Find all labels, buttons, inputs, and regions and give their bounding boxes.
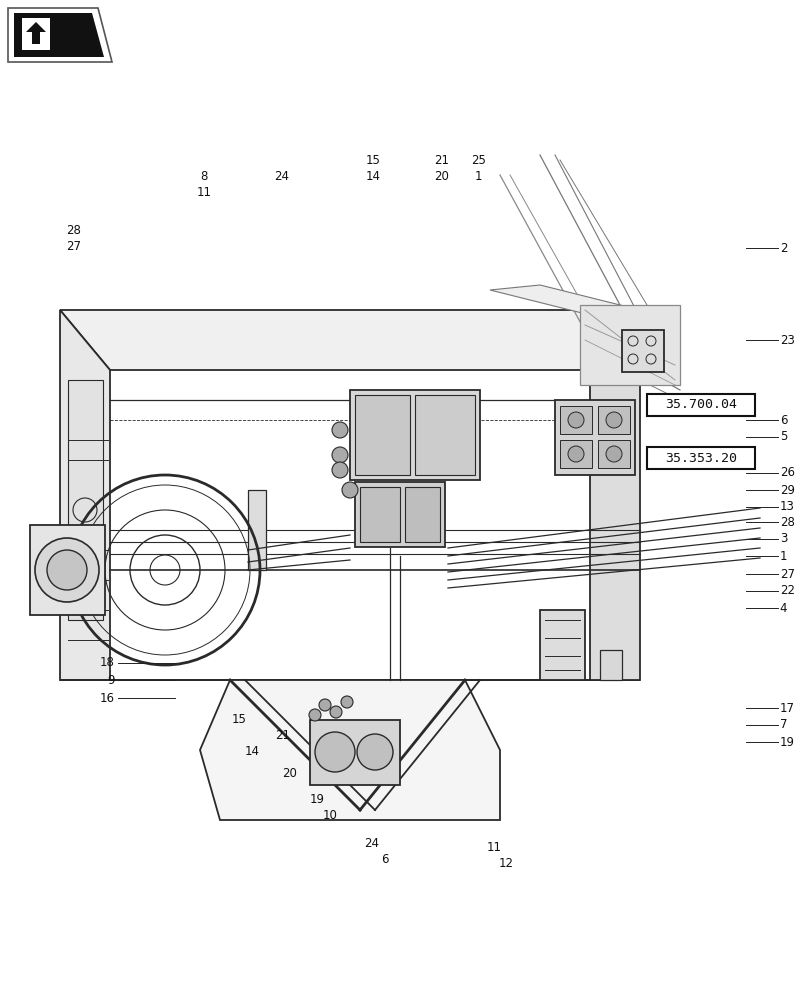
Text: 15: 15	[232, 713, 246, 726]
Bar	[560, 406, 592, 434]
Circle shape	[342, 482, 358, 498]
Text: 25: 25	[471, 154, 486, 167]
Text: 35.700.04: 35.700.04	[665, 398, 738, 412]
Text: 28: 28	[780, 516, 794, 528]
Text: 13: 13	[780, 500, 794, 514]
Polygon shape	[14, 13, 104, 57]
Text: 21: 21	[434, 154, 448, 167]
Text: 12: 12	[499, 857, 514, 870]
Circle shape	[35, 538, 99, 602]
Circle shape	[332, 462, 348, 478]
Circle shape	[309, 709, 321, 721]
Text: 27: 27	[66, 239, 82, 252]
Text: 2: 2	[780, 241, 787, 254]
Text: 18: 18	[100, 656, 115, 670]
Text: 19: 19	[780, 736, 795, 748]
Text: 27: 27	[780, 568, 795, 580]
Circle shape	[47, 550, 87, 590]
Bar	[310, 720, 400, 785]
Polygon shape	[490, 285, 640, 315]
Bar	[555, 400, 635, 475]
Text: 26: 26	[780, 466, 795, 480]
Text: 1: 1	[474, 170, 482, 183]
Circle shape	[606, 412, 622, 428]
Bar	[647, 394, 755, 416]
Bar	[415, 395, 475, 475]
Bar	[350, 390, 480, 480]
Text: 11: 11	[197, 186, 212, 199]
Text: 23: 23	[780, 334, 794, 347]
Text: 20: 20	[434, 170, 448, 183]
Text: 8: 8	[200, 170, 208, 183]
Circle shape	[568, 446, 584, 462]
Circle shape	[568, 412, 584, 428]
Bar	[405, 487, 440, 542]
Bar	[600, 650, 622, 680]
Text: 14: 14	[366, 170, 381, 183]
Text: 7: 7	[780, 718, 787, 732]
Bar	[598, 440, 630, 468]
Bar	[622, 330, 664, 372]
Circle shape	[332, 447, 348, 463]
Polygon shape	[60, 310, 640, 370]
Text: 10: 10	[322, 809, 337, 822]
Polygon shape	[200, 680, 500, 820]
Circle shape	[319, 699, 331, 711]
Bar	[540, 610, 585, 680]
Text: 3: 3	[780, 532, 787, 546]
Circle shape	[315, 732, 355, 772]
Text: 19: 19	[309, 793, 324, 806]
Circle shape	[330, 706, 342, 718]
Circle shape	[606, 446, 622, 462]
Bar	[355, 482, 445, 547]
Bar	[647, 447, 755, 469]
Text: 35.353.20: 35.353.20	[665, 452, 738, 464]
Circle shape	[357, 734, 393, 770]
Polygon shape	[26, 22, 46, 44]
Text: 28: 28	[66, 224, 81, 236]
Text: 6: 6	[381, 853, 389, 866]
Text: 22: 22	[780, 584, 795, 597]
Bar	[30, 525, 105, 615]
Bar	[360, 487, 400, 542]
Text: 1: 1	[780, 550, 787, 562]
Text: 20: 20	[282, 767, 297, 780]
Bar	[248, 490, 266, 570]
Text: 14: 14	[245, 745, 259, 758]
Bar	[22, 18, 50, 50]
Text: 6: 6	[780, 414, 787, 426]
Text: 17: 17	[780, 702, 795, 714]
Text: 9: 9	[107, 674, 115, 686]
Bar	[68, 380, 103, 620]
Text: 11: 11	[486, 841, 501, 854]
Bar	[355, 395, 410, 475]
Text: 5: 5	[780, 430, 787, 444]
Polygon shape	[60, 310, 110, 680]
Text: 16: 16	[99, 692, 115, 704]
Text: 15: 15	[366, 154, 381, 167]
Text: 21: 21	[276, 729, 290, 742]
Text: 29: 29	[780, 484, 795, 496]
Circle shape	[341, 696, 353, 708]
Circle shape	[332, 422, 348, 438]
Text: 4: 4	[780, 601, 787, 614]
Text: 24: 24	[364, 837, 379, 850]
Text: 24: 24	[274, 170, 288, 183]
Bar	[598, 406, 630, 434]
Polygon shape	[8, 8, 112, 62]
Bar	[580, 305, 680, 385]
Bar	[560, 440, 592, 468]
Polygon shape	[590, 310, 640, 680]
